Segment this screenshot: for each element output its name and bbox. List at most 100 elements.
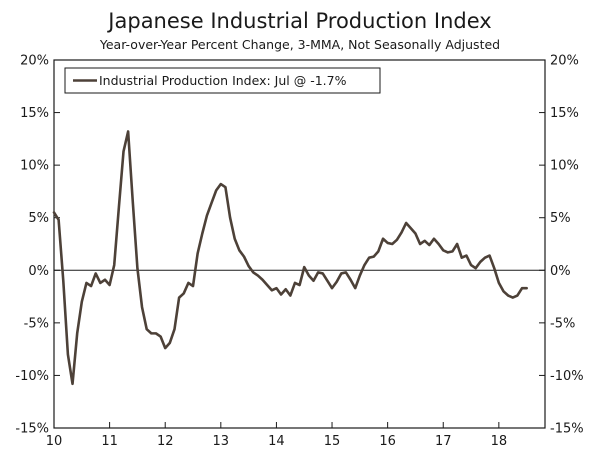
data-point xyxy=(400,231,403,234)
data-point xyxy=(465,254,468,257)
y-tick-label-left: -15% xyxy=(15,422,49,437)
data-point xyxy=(294,282,297,285)
data-point xyxy=(201,232,204,235)
data-point xyxy=(428,244,431,247)
data-point xyxy=(377,250,380,253)
plot-area xyxy=(53,59,546,429)
x-tick-label: 15 xyxy=(324,434,341,449)
data-point xyxy=(423,240,426,243)
data-point xyxy=(210,202,213,205)
data-point xyxy=(164,347,167,350)
x-tick-label: 14 xyxy=(268,434,285,449)
data-point xyxy=(470,264,473,267)
data-point xyxy=(108,284,111,287)
data-point xyxy=(155,332,158,335)
data-point xyxy=(312,280,315,283)
y-tick-label-left: 10% xyxy=(20,159,49,174)
x-tick-label: 12 xyxy=(157,434,174,449)
data-point xyxy=(493,267,496,270)
data-point xyxy=(525,287,528,290)
x-tick-label: 17 xyxy=(435,434,452,449)
legend-label: Industrial Production Index: Jul @ -1.7% xyxy=(99,73,347,88)
data-point xyxy=(247,265,250,268)
data-point xyxy=(220,183,223,186)
data-point xyxy=(498,282,501,285)
y-tick-label-right: 10% xyxy=(550,159,579,174)
x-axis: 10 11 12 13 14 15 16 17 18 xyxy=(46,422,507,449)
series-points xyxy=(53,130,528,385)
y-tick-label-left: 0% xyxy=(28,264,49,279)
data-point xyxy=(359,274,362,277)
data-point xyxy=(405,222,408,225)
y-tick-label-right: -10% xyxy=(550,369,584,384)
y-tick-label-left: 20% xyxy=(20,54,49,69)
y-tick-label-right: -5% xyxy=(550,316,575,331)
data-point xyxy=(81,301,84,304)
chart-subtitle: Year-over-Year Percent Change, 3-MMA, No… xyxy=(99,37,500,52)
y-tick-label-left: 5% xyxy=(28,211,49,226)
data-point xyxy=(271,289,274,292)
data-point xyxy=(280,293,283,296)
data-point xyxy=(136,267,139,270)
data-point xyxy=(141,306,144,309)
data-point xyxy=(131,201,134,204)
data-point xyxy=(118,206,121,209)
data-point xyxy=(53,211,56,214)
data-point xyxy=(85,282,88,285)
x-tick-label: 11 xyxy=(101,434,118,449)
series-line-industrial-production xyxy=(52,130,528,386)
data-point xyxy=(196,252,199,255)
data-point xyxy=(99,282,102,285)
data-point xyxy=(187,282,190,285)
data-point xyxy=(331,287,334,290)
data-point xyxy=(363,264,366,267)
data-point xyxy=(340,272,343,275)
data-point xyxy=(224,186,227,189)
data-point xyxy=(474,267,477,270)
data-point xyxy=(215,189,218,192)
data-point xyxy=(178,296,181,299)
data-point xyxy=(442,249,445,252)
data-point xyxy=(368,256,371,259)
data-point xyxy=(173,328,176,331)
data-point xyxy=(451,250,454,253)
x-tick-label: 16 xyxy=(379,434,396,449)
data-point xyxy=(484,256,487,259)
y-tick-label-right: 15% xyxy=(550,106,579,121)
data-point xyxy=(94,272,97,275)
data-point xyxy=(345,271,348,274)
data-point xyxy=(437,243,440,246)
data-point xyxy=(507,294,510,297)
data-point xyxy=(326,280,329,283)
x-tick-label: 13 xyxy=(213,434,230,449)
y-tick-label-left: 15% xyxy=(20,106,49,121)
data-point xyxy=(261,278,264,281)
y-tick-label-right: -15% xyxy=(550,422,584,437)
data-point xyxy=(521,287,524,290)
data-point xyxy=(206,214,209,217)
data-point xyxy=(62,280,65,283)
data-point xyxy=(372,255,375,258)
data-point xyxy=(410,227,413,230)
data-point xyxy=(289,294,292,297)
data-point xyxy=(57,219,60,222)
data-point xyxy=(150,332,153,335)
data-point xyxy=(169,342,172,345)
data-point xyxy=(238,249,241,252)
data-point xyxy=(257,274,260,277)
data-point xyxy=(308,274,311,277)
data-point xyxy=(349,278,352,281)
data-point xyxy=(90,285,93,288)
data-point xyxy=(303,266,306,269)
data-point xyxy=(354,287,357,290)
data-point xyxy=(266,284,269,287)
data-point xyxy=(511,296,514,299)
data-point xyxy=(382,237,385,240)
data-point xyxy=(460,256,463,259)
legend: Industrial Production Index: Jul @ -1.7% xyxy=(64,67,381,94)
data-point xyxy=(321,272,324,275)
data-point xyxy=(192,285,195,288)
data-point xyxy=(284,288,287,291)
data-point xyxy=(479,261,482,264)
